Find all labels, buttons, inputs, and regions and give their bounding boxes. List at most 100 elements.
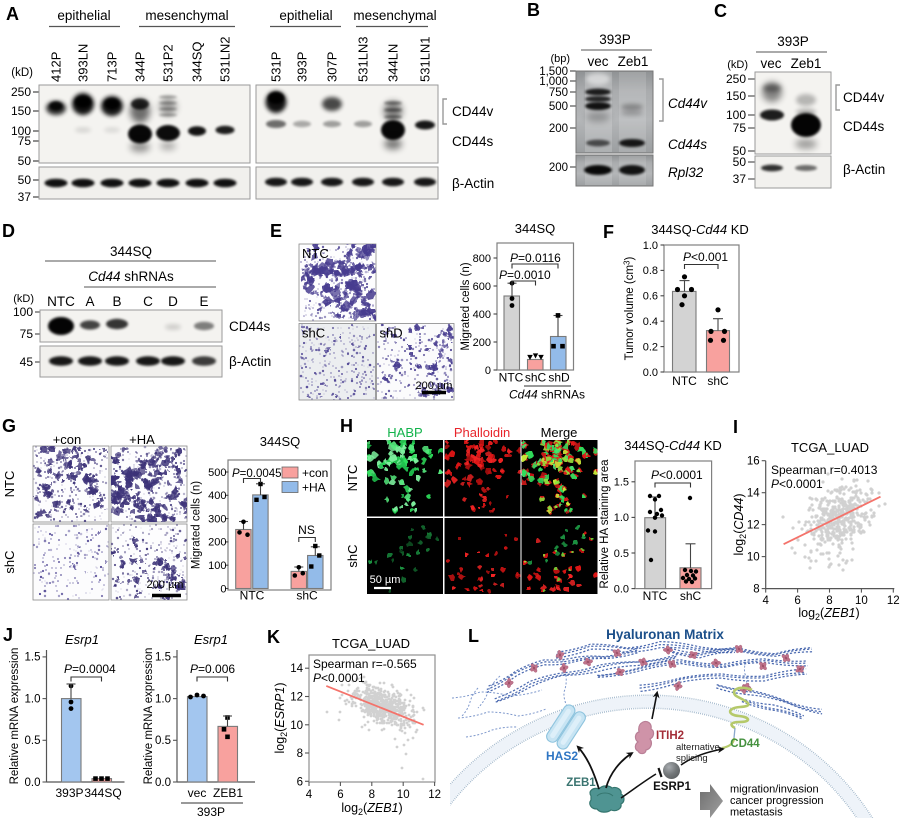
svg-text:NTC: NTC	[240, 589, 265, 603]
svg-text:12: 12	[428, 789, 441, 801]
svg-text:shC: shC	[707, 374, 729, 388]
svg-text:50: 50	[18, 154, 32, 168]
svg-text:log2(ZEB1): log2(ZEB1)	[341, 801, 402, 817]
svg-text:Esrp1: Esrp1	[65, 632, 99, 647]
svg-text:vec: vec	[760, 56, 781, 71]
svg-text:8: 8	[826, 595, 832, 607]
svg-text:344SQ: 344SQ	[260, 434, 300, 449]
svg-text:100: 100	[726, 108, 746, 122]
svg-text:Tumor volume (cm3): Tumor volume (cm3)	[623, 256, 637, 360]
svg-text:1,500: 1,500	[539, 66, 568, 78]
svg-text:ITIH2: ITIH2	[656, 730, 684, 742]
svg-text:Spearman r=0.4013: Spearman r=0.4013	[771, 463, 878, 477]
svg-text:12: 12	[887, 595, 900, 607]
svg-text:shD: shD	[548, 371, 570, 385]
svg-text:8: 8	[753, 584, 759, 596]
svg-text:50: 50	[733, 144, 747, 158]
svg-text:Esrp1: Esrp1	[194, 632, 228, 647]
svg-text:50: 50	[733, 155, 747, 169]
svg-text:mesenchymal: mesenchymal	[145, 8, 228, 23]
svg-text:P=0.0116: P=0.0116	[510, 251, 561, 265]
svg-text:TCGA_LUAD: TCGA_LUAD	[791, 440, 869, 455]
svg-text:6: 6	[337, 789, 343, 801]
svg-text:NTC: NTC	[345, 465, 360, 492]
svg-text:+HA: +HA	[302, 481, 326, 495]
svg-text:P=0.0010: P=0.0010	[499, 268, 551, 282]
svg-text:(kD): (kD)	[727, 59, 748, 71]
svg-text:10: 10	[747, 552, 760, 564]
svg-text:45: 45	[20, 355, 34, 369]
svg-text:CD44s: CD44s	[452, 134, 494, 149]
svg-text:C: C	[714, 1, 727, 21]
svg-text:200: 200	[549, 123, 568, 135]
svg-text:+con: +con	[302, 466, 328, 480]
svg-text:393P: 393P	[55, 786, 83, 800]
svg-text:β-Actin: β-Actin	[843, 162, 885, 177]
svg-text:P=0.006: P=0.006	[190, 662, 235, 676]
svg-text:P<0.0001: P<0.0001	[651, 468, 703, 482]
svg-text:50: 50	[18, 173, 32, 187]
svg-text:1.0: 1.0	[614, 512, 629, 524]
svg-text:NTC: NTC	[499, 371, 524, 385]
svg-text:Phalloidin: Phalloidin	[454, 425, 510, 440]
svg-text:393P: 393P	[295, 52, 310, 82]
svg-text:alternative: alternative	[676, 742, 720, 753]
svg-text:37: 37	[733, 172, 747, 186]
svg-text:Zeb1: Zeb1	[791, 56, 822, 71]
svg-text:Spearman r=-0.565: Spearman r=-0.565	[313, 657, 417, 671]
svg-text:10: 10	[290, 720, 303, 732]
svg-text:Cd44 shRNAs: Cd44 shRNAs	[509, 388, 585, 402]
svg-text:393LN: 393LN	[76, 44, 91, 82]
svg-text:300: 300	[208, 513, 226, 525]
svg-text:200: 200	[549, 162, 568, 174]
svg-text:8: 8	[297, 748, 303, 760]
svg-text:0.0: 0.0	[25, 777, 41, 789]
svg-text:NTC: NTC	[47, 294, 75, 309]
svg-text:307P: 307P	[325, 52, 340, 82]
svg-text:Cd44v: Cd44v	[668, 96, 708, 111]
svg-text:Migrated cells (n): Migrated cells (n)	[191, 481, 203, 569]
svg-text:344SQ-Cd44 KD: 344SQ-Cd44 KD	[651, 222, 749, 237]
svg-text:531LN2: 531LN2	[218, 36, 233, 82]
svg-text:0.5: 0.5	[155, 735, 171, 747]
svg-text:1.0: 1.0	[155, 693, 171, 705]
svg-text:100: 100	[13, 305, 33, 319]
svg-text:200 µm: 200 µm	[147, 579, 184, 591]
svg-text:shC: shC	[525, 371, 547, 385]
svg-text:P<0.0001: P<0.0001	[313, 671, 365, 685]
svg-text:D: D	[2, 221, 15, 241]
svg-text:D: D	[168, 294, 178, 309]
svg-text:+HA: +HA	[129, 432, 155, 447]
svg-text:Cd44s: Cd44s	[668, 137, 707, 152]
svg-text:0.6: 0.6	[643, 291, 658, 303]
svg-text:CD44s: CD44s	[229, 319, 271, 334]
svg-text:200: 200	[473, 337, 491, 349]
svg-text:200 µm: 200 µm	[416, 380, 453, 392]
svg-text:150: 150	[11, 104, 31, 118]
svg-text:C: C	[143, 294, 153, 309]
svg-text:log2(ESRP1): log2(ESRP1)	[273, 682, 289, 753]
svg-text:vec: vec	[188, 786, 207, 800]
svg-text:(kD): (kD)	[13, 293, 34, 305]
svg-text:A: A	[85, 294, 94, 309]
svg-text:344SQ: 344SQ	[110, 244, 152, 259]
svg-text:200: 200	[208, 537, 226, 549]
svg-text:HABP: HABP	[387, 425, 422, 440]
svg-text:393P: 393P	[197, 805, 225, 818]
svg-text:shC: shC	[345, 544, 360, 567]
svg-text:NTC: NTC	[672, 374, 697, 388]
svg-text:NTC: NTC	[2, 471, 17, 498]
svg-text:531LN3: 531LN3	[356, 36, 371, 82]
svg-text:shC: shC	[680, 589, 702, 603]
svg-text:Relative mRNA expression: Relative mRNA expression	[143, 648, 155, 785]
svg-text:Cd44 shRNAs: Cd44 shRNAs	[88, 269, 174, 284]
svg-text:shC: shC	[2, 550, 17, 573]
svg-text:ZEB1: ZEB1	[566, 777, 596, 789]
svg-text:0.4: 0.4	[643, 316, 658, 328]
svg-text:P=0.0045: P=0.0045	[232, 468, 282, 480]
svg-text:0: 0	[220, 583, 226, 595]
svg-text:shC: shC	[302, 326, 325, 341]
svg-text:vec: vec	[587, 54, 608, 69]
svg-text:344LN: 344LN	[386, 44, 401, 82]
svg-text:10: 10	[397, 789, 410, 801]
